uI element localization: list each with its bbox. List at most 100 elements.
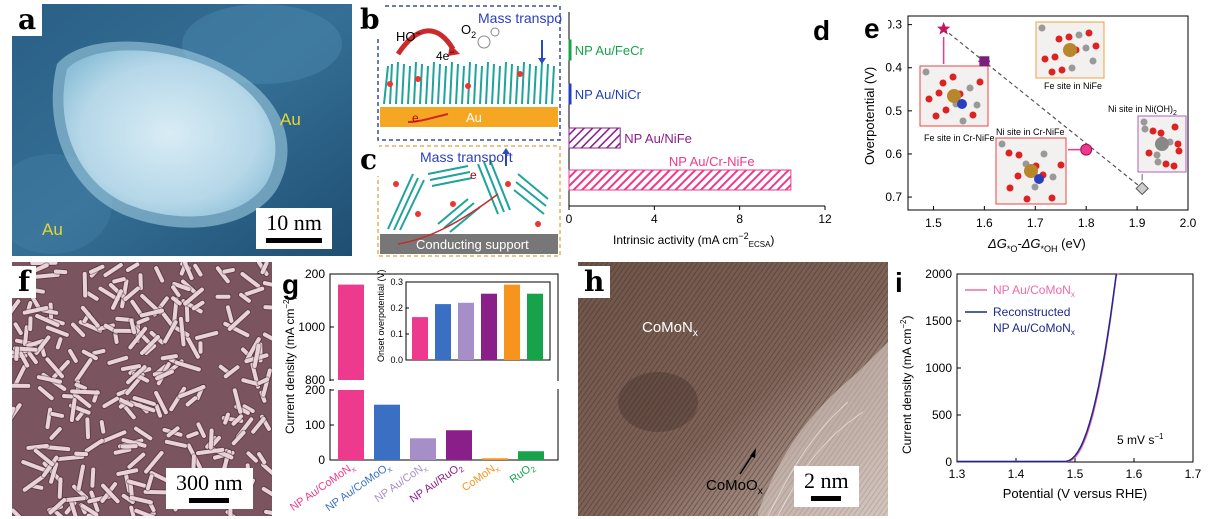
sem-nanorod	[12, 403, 22, 420]
lattice-fringe	[622, 262, 804, 516]
sem-nanorod	[140, 335, 160, 355]
sem-nanorod	[22, 305, 49, 315]
panel-label-bg-g	[278, 266, 304, 298]
sem-nanorod	[134, 508, 156, 516]
sem-nanorod	[185, 335, 200, 359]
scale-line-h	[811, 496, 842, 501]
sem-nanorod	[251, 416, 266, 434]
tick-label-y-e-4: 0.7	[885, 190, 902, 204]
inset-tick-label-g-2: 0.2	[390, 303, 403, 313]
bar-d-1	[568, 83, 572, 105]
sem-nanorod	[43, 445, 71, 452]
inset-bar-g-2	[458, 302, 474, 360]
atom-1-12	[1068, 64, 1076, 72]
sem-nanorod	[196, 422, 206, 438]
scale-text-h: 2 nm	[804, 468, 849, 493]
sem-nanorod	[257, 377, 270, 386]
sem-nanorod	[128, 400, 156, 413]
atom-3-2	[1174, 140, 1182, 148]
sem-nanorod	[208, 428, 214, 450]
lattice-fringe	[578, 262, 664, 383]
bar-g-upper-0	[338, 284, 364, 380]
atom-1-3	[1089, 57, 1097, 65]
scale-line-a	[266, 238, 322, 243]
sem-nanorod	[99, 420, 106, 434]
sem-nanorod	[185, 396, 198, 407]
atom-0-6	[966, 84, 974, 92]
sem-nanorod	[45, 325, 69, 337]
sem-nanorod	[128, 326, 148, 350]
panel-f-sem: f 300 nm	[12, 262, 272, 516]
inset-bar-g-4	[504, 284, 520, 360]
lattice-fringe	[578, 262, 624, 327]
sem-nanorod	[240, 271, 261, 289]
tick-label-y-g-4: 1000	[298, 320, 325, 334]
gold-layer-text: Au	[466, 110, 482, 125]
tick-label-x-e-1: 1.6	[976, 216, 993, 230]
lattice-fringe	[682, 262, 864, 516]
atom-3-4	[1170, 162, 1178, 170]
lattice-fringe	[578, 262, 654, 369]
sem-nanorod	[40, 308, 59, 315]
sem-nanorod	[49, 462, 59, 484]
series-line-i-0	[957, 273, 1120, 463]
panel-label-e: e	[864, 13, 880, 44]
tick-label-x-e-4: 1.9	[1129, 216, 1146, 230]
sem-nanorod	[183, 287, 204, 306]
metal-site-3	[1155, 137, 1169, 151]
atom-1-7	[1041, 55, 1049, 63]
lattice-fringe	[578, 262, 689, 419]
atom-1-0	[1038, 24, 1046, 32]
panel-b-schematic: HO− 4e− O2 Mass transport e Au b	[358, 4, 563, 144]
inset-bar-g-5	[527, 293, 543, 360]
lattice-fringe	[607, 262, 789, 516]
sem-nanorod	[244, 286, 265, 297]
sem-nanorod	[154, 404, 163, 418]
sem-nanorod	[223, 412, 231, 425]
sem-nanorod	[30, 483, 44, 490]
atom-1-8	[1058, 66, 1066, 74]
lattice-fringe	[578, 262, 629, 334]
atom-3-8	[1162, 160, 1170, 168]
sem-nanorod	[53, 269, 68, 275]
atom-1-5	[1065, 33, 1073, 41]
atom-0-8	[942, 106, 950, 114]
atom-2-1	[1015, 151, 1023, 159]
bar-g-5	[518, 451, 544, 460]
lattice-fringe	[737, 303, 888, 516]
sem-nanorod	[126, 479, 147, 488]
lattice-fringe	[667, 262, 849, 516]
sem-nanorod	[261, 368, 272, 397]
lattice-fringe	[578, 262, 759, 516]
sem-nanorod	[22, 474, 46, 492]
sem-nanorod	[70, 389, 100, 395]
atom-1-9	[1075, 31, 1083, 39]
trend-line-e	[943, 28, 1143, 189]
atom-3-1	[1157, 129, 1165, 137]
lattice-fringe	[697, 262, 879, 516]
four-electron-text: 4e−	[436, 47, 455, 63]
sem-nanorod	[74, 358, 93, 383]
lattice-fringe	[578, 262, 679, 404]
atom-0-11	[935, 89, 943, 97]
ylabel-i: Current density (mA cm−2)	[899, 316, 914, 455]
sem-nanorod	[239, 292, 251, 303]
sem-nanorod	[145, 474, 154, 491]
sem-nanorod	[252, 343, 261, 368]
sem-nanorod	[76, 464, 85, 491]
lattice-fringe	[578, 262, 714, 454]
lattice-fringe	[578, 262, 669, 390]
sem-nanorod	[113, 332, 119, 344]
panel-label-d: d	[813, 15, 830, 46]
annotation-e-2: Ni site in Cr-NiFe	[996, 127, 1065, 137]
inset-ylabel-g: Onset overpotential (V)	[376, 269, 386, 362]
sem-nanorod	[186, 431, 199, 439]
bar-g-0	[338, 390, 364, 460]
sem-nanorod	[261, 462, 272, 476]
lattice-fringe	[647, 262, 829, 516]
lattice-fringe	[578, 262, 644, 355]
tick-label-y-g-3: 800	[305, 373, 325, 387]
scale-bar-h: 2 nm	[794, 466, 859, 507]
reaction-arrow-icon	[395, 28, 456, 56]
atom-2-4	[1006, 184, 1014, 192]
